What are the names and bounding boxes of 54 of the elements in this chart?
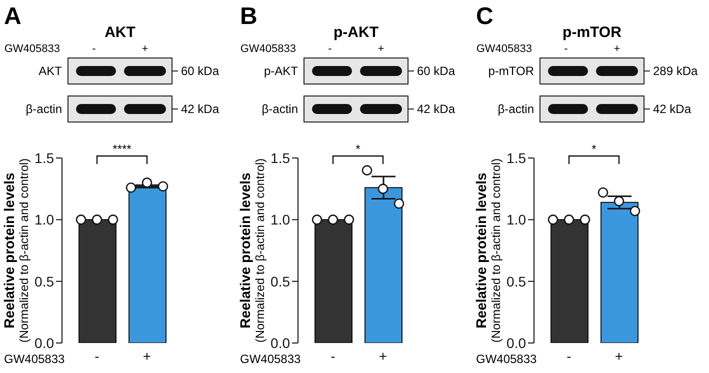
text: 289 kDa: [653, 64, 698, 78]
text: 60 kDa: [417, 64, 456, 78]
y-tick-label: 1.5: [34, 150, 54, 166]
x-axis-title: GW405833: [240, 352, 302, 366]
y-axis-title: Reelative protein levels (Normalized to β-actin and control): [237, 158, 267, 343]
y-tick-label: 1.5: [506, 150, 526, 166]
text: B: [240, 3, 258, 30]
text: GW405833: [476, 43, 532, 55]
y-axis-title: Reelative protein levels (Normalized to β-actin and control): [1, 158, 31, 343]
text: +: [614, 43, 620, 55]
x-tick-label: +: [614, 348, 624, 364]
chart-title: AKT: [38, 64, 63, 78]
text: p-mTOR: [562, 24, 622, 41]
y-tick-label: 1.0: [270, 212, 290, 228]
text: -: [564, 43, 568, 55]
text: β-actin: [26, 102, 62, 116]
text: +: [142, 43, 148, 55]
y-tick-label: 1.0: [506, 212, 526, 228]
text: GW405833: [4, 43, 60, 55]
text: *: [592, 142, 597, 156]
text: 60 kDa: [181, 64, 220, 78]
text: β-actin: [262, 102, 298, 116]
x-tick-label: -: [94, 348, 100, 364]
y-tick-label: 0.0: [506, 334, 526, 351]
text: β-actin: [498, 102, 534, 116]
text: -: [328, 43, 332, 55]
y-axis-title: Reelative protein levels (Normalized to β-actin and control): [473, 158, 503, 343]
x-tick-label: -: [566, 348, 572, 364]
y-tick-label: 1.0: [34, 212, 54, 228]
y-tick-label: 0.5: [270, 273, 290, 290]
text: 42 kDa: [181, 102, 220, 116]
y-tick-label: 0.5: [34, 273, 54, 290]
text: +: [378, 43, 384, 55]
y-tick-label: 0.0: [34, 334, 54, 351]
text: 42 kDa: [417, 102, 456, 116]
text: p-AKT: [334, 24, 378, 41]
x-axis-title: GW405833: [476, 352, 538, 366]
text: -: [92, 43, 96, 55]
text: 42 kDa: [653, 102, 692, 116]
x-tick-label: +: [142, 348, 152, 364]
chart-title: p-AKT: [264, 64, 299, 78]
y-tick-label: 0.5: [506, 273, 526, 290]
x-tick-label: -: [330, 348, 336, 364]
text: *: [356, 142, 361, 156]
text: ****: [112, 142, 132, 156]
y-tick-label: 1.5: [270, 150, 290, 166]
text: A: [4, 3, 22, 30]
chart-title: p-mTOR: [488, 64, 534, 78]
text: AKT: [104, 24, 136, 41]
x-axis-title: GW405833: [4, 352, 66, 366]
text: C: [476, 3, 494, 30]
text: GW405833: [240, 43, 296, 55]
y-tick-label: 0.0: [270, 334, 290, 351]
x-tick-label: +: [378, 348, 388, 364]
